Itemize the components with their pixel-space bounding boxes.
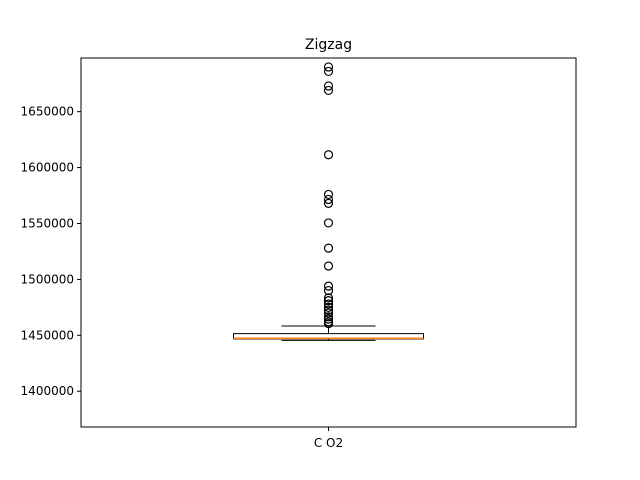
outlier-point [323,317,334,327]
outlier-point [323,299,334,309]
outlier-point [323,312,334,322]
outlier-point [323,218,334,228]
outlier-point [323,198,334,208]
y-tick-label: 1400000 [21,384,74,398]
outlier-point [323,281,334,291]
outlier-point [323,296,334,306]
outlier-point [323,308,334,318]
outlier-point [323,189,334,200]
chart-title: Zigzag [305,37,352,53]
outlier-point [323,302,334,312]
y-tick-label: 1550000 [21,216,74,230]
outlier-point [323,150,334,160]
outlier-point [323,285,334,296]
x-tick-label: C O2 [314,436,343,450]
plot-area: 1400000 1450000 1500000 1550000 1600000 16500… [21,57,577,450]
outlier-point [323,243,334,253]
outlier-point [323,194,334,205]
axes-frame [80,57,577,428]
outlier-point [323,81,334,91]
outlier-point [323,62,334,72]
y-tick-label: 1650000 [21,105,74,119]
y-tick-label: 1450000 [21,328,74,342]
outlier-point [323,305,334,315]
outlier-point [323,261,334,271]
outlier-point [323,66,334,77]
outlier-point [323,85,334,96]
outlier-point [323,293,334,303]
y-tick-label: 1600000 [21,161,74,175]
y-tick-label: 1500000 [21,272,74,286]
